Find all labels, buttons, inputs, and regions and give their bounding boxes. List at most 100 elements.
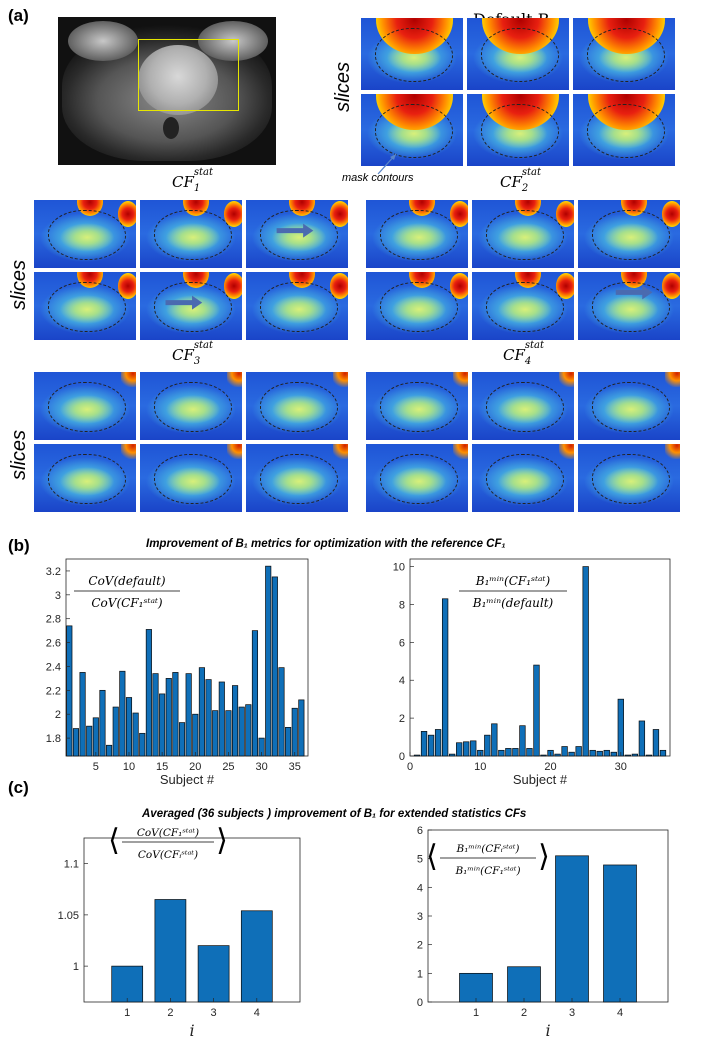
bar	[617, 698, 624, 757]
formula-bracket-left: ⟨	[108, 823, 120, 858]
mri-anatomical-image	[58, 17, 276, 165]
bar	[212, 710, 219, 757]
formula-denominator: B₁ᵐⁱⁿ(default)	[472, 596, 554, 610]
bar	[582, 566, 589, 757]
blue-arrow	[615, 285, 653, 300]
y-tick-label: 0	[399, 751, 405, 763]
mask-contour	[486, 381, 564, 433]
x-tick-label: 10	[474, 761, 486, 773]
bar	[119, 670, 126, 757]
bar	[456, 742, 463, 757]
bar	[154, 899, 187, 1003]
mask-contour	[592, 281, 670, 333]
hotspot	[661, 273, 680, 300]
mask-contour	[592, 381, 670, 433]
bar	[86, 725, 93, 757]
x-tick-label: 10	[123, 761, 135, 773]
y-tick-label: 10	[393, 562, 405, 574]
y-tick-label: 2.6	[46, 638, 61, 650]
bar	[66, 625, 73, 757]
heatmap-tile	[361, 94, 463, 166]
y-tick-label: 2	[399, 713, 405, 725]
bar	[265, 565, 272, 757]
heatmap-tile	[140, 444, 242, 512]
heatmap-tile	[467, 94, 569, 166]
heatmap-tile	[578, 272, 680, 340]
bar	[197, 945, 230, 1003]
heatmap-tile	[467, 18, 569, 90]
bar	[298, 699, 305, 757]
bar	[225, 710, 232, 757]
y-tick-label: 6	[399, 637, 405, 649]
bar	[561, 746, 568, 757]
hotspot	[117, 201, 136, 228]
slices-label-default: slices	[332, 61, 354, 112]
heatmap-tile	[34, 272, 136, 340]
bar	[178, 722, 186, 757]
hotspot	[449, 201, 468, 228]
plot-area	[409, 558, 671, 757]
y-tick-label: 1	[417, 968, 423, 980]
x-axis-label: i	[189, 1021, 194, 1037]
y-tick-label: 4	[417, 882, 423, 894]
mask-contour	[154, 209, 232, 261]
hotspot	[449, 273, 468, 300]
mask-contour	[260, 453, 338, 505]
hotspot	[555, 201, 574, 228]
bar	[498, 749, 505, 757]
x-tick-label: 2	[521, 1007, 527, 1019]
mask-contour	[375, 28, 453, 82]
y-tick-label: 3	[55, 590, 61, 602]
heatmap-tile	[578, 200, 680, 268]
bar	[533, 664, 540, 757]
mask-contour	[481, 28, 559, 82]
heatmap-tile	[140, 372, 242, 440]
bar	[459, 972, 493, 1003]
formula-denominator: B₁ᵐⁱⁿ(CF₁ˢᵗᵃᵗ)	[454, 865, 520, 877]
x-tick-label: 25	[222, 761, 234, 773]
y-tick-label: 1.1	[64, 859, 79, 871]
y-tick-label: 5	[417, 854, 423, 866]
mask-contour	[154, 281, 232, 333]
bar	[79, 672, 86, 757]
y-tick-label: 3.2	[46, 566, 61, 578]
mask-contour	[375, 104, 453, 158]
mask-contour	[154, 381, 232, 433]
bar	[624, 754, 631, 757]
hotspot	[558, 372, 574, 387]
hotspot	[223, 273, 242, 300]
x-tick-label: 3	[211, 1007, 217, 1019]
bar	[652, 729, 660, 757]
heatmap-tile	[366, 372, 468, 440]
x-tick-label: 20	[189, 761, 201, 773]
bar	[526, 748, 533, 757]
bar	[232, 685, 239, 757]
bar	[106, 744, 113, 757]
cf2-title: CF2 stat	[500, 167, 542, 194]
x-tick-label: 35	[289, 761, 301, 773]
hotspot	[226, 372, 242, 387]
bar	[112, 706, 119, 757]
bar	[568, 751, 575, 757]
hotspot	[664, 444, 680, 459]
bar	[278, 667, 285, 757]
heatmap-tile	[140, 200, 242, 268]
bar	[596, 750, 603, 757]
mask-contour	[154, 453, 232, 505]
y-tick-label: 1.8	[46, 733, 61, 745]
mask-contour	[380, 281, 458, 333]
cf4-title: CF4 stat	[503, 340, 545, 367]
bar	[420, 731, 428, 757]
hotspot	[117, 273, 136, 300]
bar	[159, 693, 166, 757]
mask-contour	[48, 209, 126, 261]
bar	[589, 749, 596, 757]
bar	[132, 712, 139, 757]
formula-denominator: CoV(CF₁ˢᵗᵃᵗ)	[91, 596, 163, 610]
hotspot	[329, 201, 348, 228]
bar	[99, 689, 106, 757]
y-tick-label: 2	[55, 709, 61, 721]
heatmap-tile	[472, 444, 574, 512]
heatmap-tile	[366, 200, 468, 268]
blue-arrow	[276, 223, 314, 238]
